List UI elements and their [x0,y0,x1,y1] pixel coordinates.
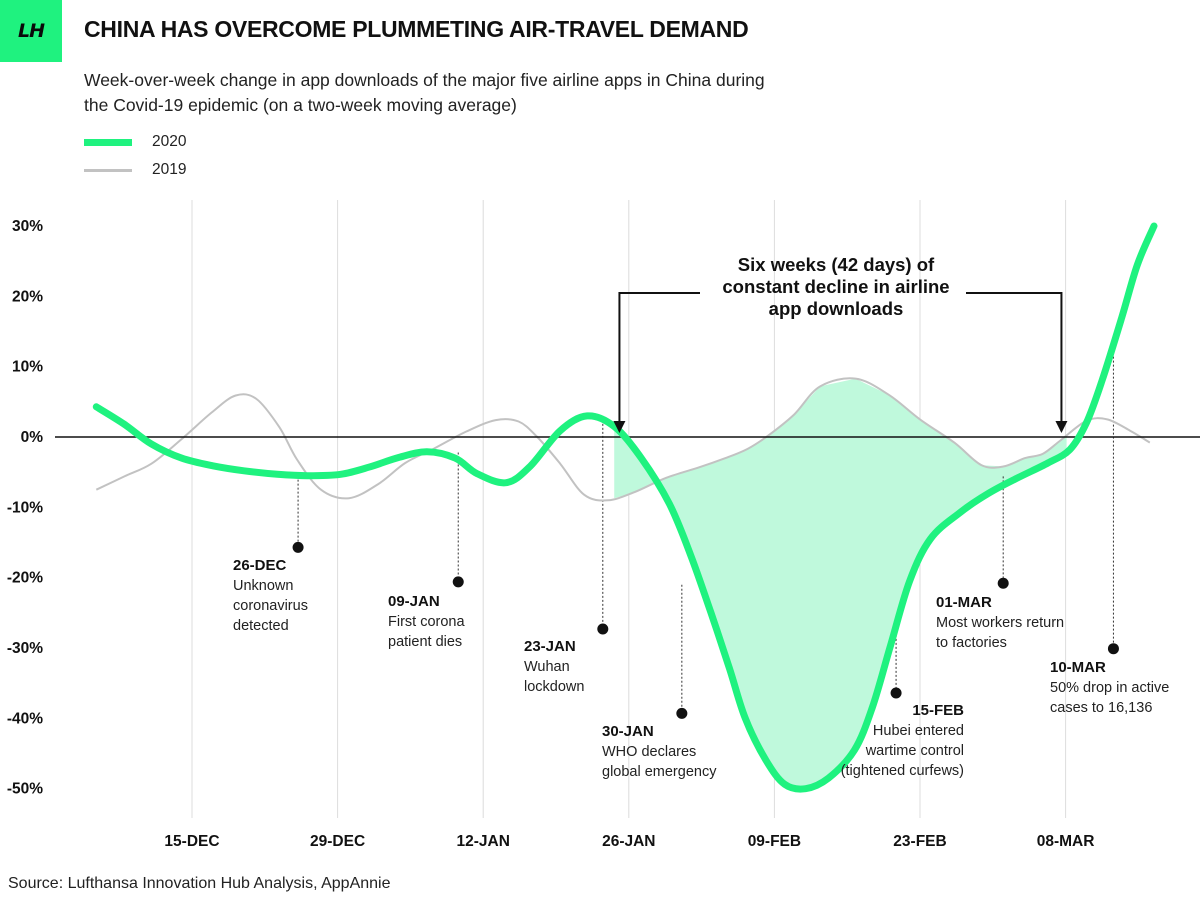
bracket-left-line [618,292,700,431]
series-2019-line [95,377,1151,502]
event-dot [597,623,609,635]
y-tick-label: 0% [21,429,44,446]
event-description-label: patient dies [388,634,462,650]
bracket-annotation-text: constant decline in airline [722,276,949,297]
event-dot [890,687,902,699]
x-tick-label: 15-DEC [164,833,219,850]
event-date-label: 09-JAN [388,593,440,610]
bracket-right-arrowhead [1055,421,1068,433]
event-date-label: 26-DEC [233,557,287,574]
event-description-label: (tightened curfews) [841,763,964,779]
y-tick-label: -50% [7,781,43,798]
event-description-label: global emergency [602,764,717,780]
bracket-right-line [966,292,1063,431]
event-dot [997,577,1009,589]
x-tick-label: 29-DEC [310,833,365,850]
y-tick-label: 20% [12,288,43,305]
event-description-label: WHO declares [602,744,696,760]
event-description-label: to factories [936,635,1007,651]
event-dot [1107,643,1119,655]
event-dot [676,707,688,719]
legend-label-2019: 2019 [152,161,187,178]
event-date-label: 10-MAR [1050,659,1106,676]
bracket-annotation-text: app downloads [769,298,904,319]
event-description-label: Most workers return [936,615,1064,631]
bracket-annotation-text: Six weeks (42 days) of [738,254,935,275]
legend-item-2020: 2020 [84,128,186,156]
x-tick-label: 09-FEB [748,833,801,850]
event-description-label: Hubei entered [873,723,964,739]
event-description-label: Wuhan [524,659,570,675]
source-note: Source: Lufthansa Innovation Hub Analysi… [8,875,391,892]
chart-subtitle: Week-over-week change in app downloads o… [84,70,765,115]
event-description-label: First corona [388,614,465,630]
event-description-label: coronavirus [233,598,308,614]
brand-logo: LH [0,0,62,62]
event-description-label: wartime control [865,743,964,759]
event-description-label: lockdown [524,679,584,695]
y-tick-label: -20% [7,570,43,587]
event-dot [452,576,464,588]
legend-swatch-2019 [84,168,132,172]
event-description-label: 50% drop in active [1050,680,1169,696]
x-tick-label: 12-JAN [456,833,509,850]
legend-item-2019: 2019 [84,156,186,184]
y-tick-label: -30% [7,640,43,657]
event-description-label: Unknown [233,578,293,594]
event-date-label: 23-JAN [524,638,576,655]
logo-text: LH [17,20,45,42]
x-tick-label: 08-MAR [1037,833,1095,850]
legend-label-2020: 2020 [152,133,187,150]
decline-shaded-area [614,379,1067,789]
event-date-label: 30-JAN [602,723,654,740]
y-tick-label: -10% [7,499,43,516]
chart-title: CHINA HAS OVERCOME PLUMMETING AIR-TRAVEL… [84,16,749,42]
y-tick-label: 30% [12,218,43,235]
bracket-left-arrowhead [613,421,626,433]
x-tick-label: 23-FEB [893,833,946,850]
y-tick-label: 10% [12,359,43,376]
x-tick-label: 26-JAN [602,833,655,850]
event-dot [292,541,304,553]
series-2020-line [92,222,1158,793]
event-description-label: cases to 16,136 [1050,700,1152,716]
event-description-label: detected [233,618,289,634]
event-date-label: 15-FEB [912,702,964,719]
legend-swatch-2020 [84,138,132,146]
y-tick-label: -40% [7,710,43,727]
event-date-label: 01-MAR [936,594,992,611]
legend: 2020 2019 [84,128,186,184]
